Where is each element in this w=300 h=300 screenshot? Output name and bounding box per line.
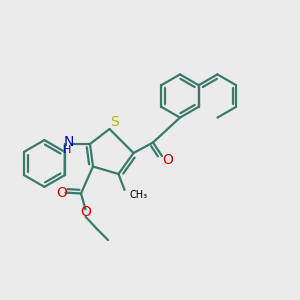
Text: S: S <box>110 116 119 129</box>
Text: O: O <box>56 186 67 200</box>
Text: CH₃: CH₃ <box>129 190 147 200</box>
Text: H: H <box>63 145 71 155</box>
Text: O: O <box>162 153 173 166</box>
Text: O: O <box>80 206 91 219</box>
Text: N: N <box>63 135 74 149</box>
